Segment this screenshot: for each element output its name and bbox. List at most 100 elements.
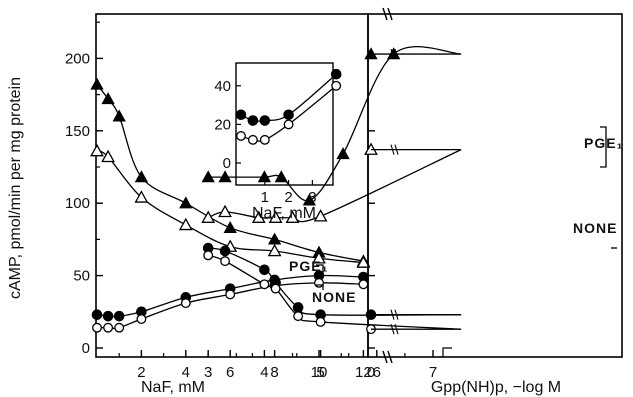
inset-series-0-point-1 — [247, 115, 259, 126]
left-series-3-point-7 — [314, 277, 324, 288]
right-series-2-point-5 — [219, 245, 231, 257]
right-pge1-bracket — [600, 126, 607, 168]
right-series-1-point-6 — [201, 210, 216, 223]
left-series-0-point-5 — [223, 220, 237, 233]
left-series-0-point-1 — [101, 92, 115, 105]
left-series-3-point-2 — [114, 322, 125, 333]
inset-series-1-point-3 — [283, 119, 294, 130]
right-x-tick-label-2: 6 — [373, 364, 381, 381]
left-series-1-point-6 — [312, 251, 326, 264]
left-y-tick-label-4: 200 — [65, 50, 90, 67]
right-series-3-point-4 — [259, 279, 270, 290]
left-x-tick-label-5: 12 — [355, 364, 372, 381]
left-series-0-point-2 — [112, 109, 126, 122]
right-x-tick-label-4: 4 — [260, 364, 268, 381]
right-series-0-point-4 — [274, 170, 288, 183]
left-x-tick-label-3: 8 — [270, 364, 278, 381]
right-bottom-mark — [442, 347, 452, 357]
right-series-2-point-4 — [259, 264, 270, 276]
inset-series-0-point-0 — [235, 109, 247, 121]
right-series-1-break-b — [394, 144, 399, 155]
right-axis-break-b-0 — [387, 7, 393, 21]
right-x-tick-label-5: 3 — [204, 364, 212, 381]
right-series-3-point-2 — [293, 311, 304, 322]
left-series-3-point-0 — [92, 322, 102, 333]
y-axis-label: cAMP, pmol/min per mg protein — [7, 77, 24, 299]
right-series-0-point-3 — [302, 193, 317, 206]
left-series-3-point-3 — [136, 314, 147, 324]
left-series-1-point-7 — [356, 255, 371, 268]
right-series-3-point-3 — [270, 283, 281, 294]
inset-x-tick-label-0: 1 — [261, 189, 269, 206]
inset-series-0-point-3 — [283, 109, 294, 121]
right-series-1-point-3 — [268, 210, 283, 223]
right-series-1-point-4 — [251, 210, 266, 223]
left-series-1-point-0 — [90, 143, 104, 157]
right-series-0-point-5 — [257, 170, 272, 183]
right-series-0-point-2 — [336, 147, 350, 160]
left-series-3-point-4 — [180, 298, 191, 309]
left-series-2-point-0 — [91, 309, 103, 320]
left-y-tick-label-1: 50 — [73, 268, 90, 285]
left-series-1-point-2 — [134, 190, 149, 203]
left-y-tick-label-2: 100 — [65, 195, 90, 212]
right-pge1-label: PGE₁ — [584, 135, 623, 151]
right-axis-break-a-0 — [382, 7, 388, 21]
inset-y-tick-label-0: 0 — [223, 155, 231, 172]
left-y-tick-label-3: 150 — [65, 123, 90, 140]
right-axis-break-a-1 — [382, 350, 388, 364]
right-series-2-line — [208, 247, 462, 316]
right-series-0-point-7 — [201, 170, 215, 183]
left-pge1-label: PGE₁ — [289, 258, 328, 274]
inset-series-1-point-0 — [236, 131, 246, 141]
inset-series-0-point-4 — [330, 68, 342, 80]
right-series-0-point-1 — [387, 47, 401, 60]
left-x-tick-label-2: 6 — [226, 364, 234, 381]
left-x-axis-label: NaF, mM — [141, 379, 205, 396]
right-panel: 0 7 6 5 4 3 — [201, 7, 623, 381]
inset-y-tick-label-2: 40 — [214, 78, 231, 95]
left-series-0-point-3 — [134, 170, 149, 183]
inset-series-1-point-1 — [247, 134, 258, 145]
right-none-label: NONE — [573, 220, 617, 236]
right-plot-frame — [367, 13, 623, 358]
left-none-bracket — [316, 284, 324, 290]
inset-panel: 0 20 40 1 2 3 — [214, 62, 342, 206]
inset-series-1-point-2 — [259, 134, 270, 145]
right-x-tick-label-1: 7 — [429, 364, 437, 381]
right-series-1-point-2 — [285, 210, 300, 223]
left-series-3-point-8 — [358, 279, 369, 290]
right-x-tick-label-3: 5 — [316, 364, 324, 381]
right-series-1-point-5 — [218, 204, 232, 218]
left-series-1-point-3 — [178, 217, 193, 231]
left-series-2-point-2 — [113, 310, 125, 322]
inset-x-tick-label-1: 2 — [284, 189, 292, 206]
left-series-3-point-1 — [103, 322, 114, 333]
right-x-axis-label: Gpp(NH)p, −log M — [431, 379, 561, 396]
inset-series-0-point-2 — [259, 115, 271, 126]
left-x-tick-label-0: 2 — [137, 364, 145, 381]
left-y-tick-label-0: 0 — [82, 340, 90, 357]
left-series-2-point-1 — [102, 310, 114, 322]
inset-y-tick-label-1: 20 — [214, 116, 231, 133]
left-x-tick-label-1: 4 — [182, 364, 190, 381]
right-series-1-break-a — [390, 144, 395, 155]
left-series-0-point-0 — [90, 77, 104, 90]
inset-x-axis-label: NaF, mM — [252, 205, 316, 222]
right-series-3-point-1 — [315, 316, 326, 327]
left-x-tick-label-4: 10 — [311, 364, 328, 381]
inset-series-1-point-4 — [331, 80, 342, 91]
right-series-3-point-6 — [203, 250, 214, 261]
right-series-1-point-1 — [313, 209, 328, 222]
right-series-0-point-6 — [218, 170, 232, 183]
left-none-label: NONE — [312, 289, 356, 305]
left-series-1-point-1 — [101, 149, 116, 163]
left-series-0-point-4 — [179, 196, 193, 209]
left-series-1-point-5 — [267, 243, 282, 257]
left-series-3-point-5 — [225, 289, 236, 300]
right-axis-break-b-1 — [387, 350, 393, 364]
right-x-tick-label-0: 0 — [367, 364, 375, 381]
right-series-2-point-2 — [292, 302, 304, 313]
right-series-3-point-5 — [220, 256, 231, 267]
